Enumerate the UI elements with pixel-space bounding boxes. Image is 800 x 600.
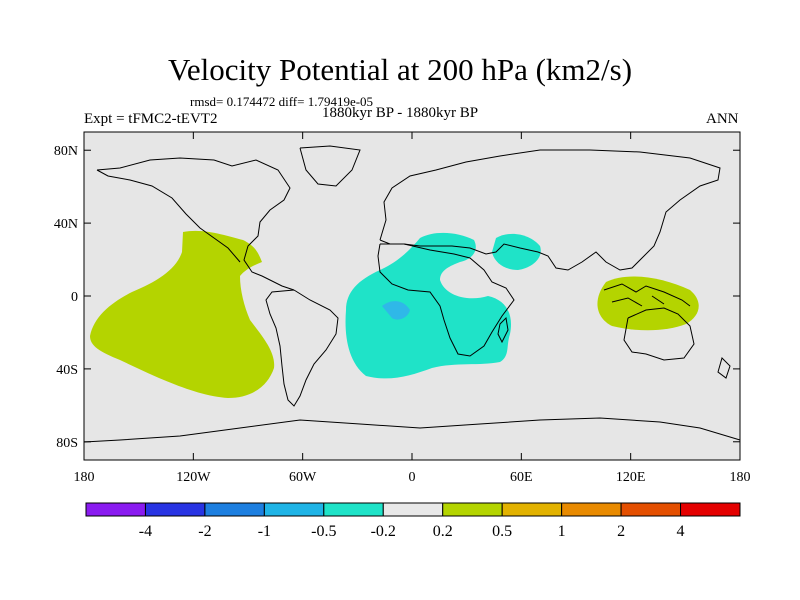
lon-label: 120W <box>176 470 211 485</box>
greenland-coast <box>299 145 361 187</box>
colorbar-swatch <box>382 502 444 517</box>
colorbar-swatch <box>680 502 741 517</box>
longitude-axis: 180 120W 60W 0 60E 120E 180 <box>74 132 751 485</box>
colorbar-swatch <box>501 502 563 517</box>
figure-title: Velocity Potential at 200 hPa (km2/s) <box>167 52 633 87</box>
coastlines <box>83 145 741 443</box>
arabia-negative <box>492 233 541 270</box>
madagascar-coast <box>497 316 509 344</box>
atlantic-africa-negative <box>345 232 512 379</box>
eurasia-coast <box>379 149 721 271</box>
lon-label: 120E <box>616 470 646 485</box>
lon-label: 60E <box>510 470 533 485</box>
period-label: 1880kyr BP - 1880kyr BP <box>322 105 479 121</box>
colorbar-swatch <box>204 502 265 517</box>
colorbar: -4 -2 -1 -0.5 -0.2 0.2 0.5 1 2 4 <box>85 502 741 540</box>
south-atlantic-core <box>382 301 410 320</box>
north-america-coast <box>96 157 295 291</box>
lat-label: 0 <box>71 290 78 305</box>
colorbar-label: -4 <box>139 523 152 540</box>
colorbar-swatch <box>620 502 682 517</box>
colorbar-swatch <box>323 502 384 517</box>
colorbar-swatch <box>85 502 146 517</box>
colorbar-label: -2 <box>198 523 211 540</box>
colorbar-label: -0.5 <box>311 523 336 540</box>
australia-coast <box>623 307 695 361</box>
lon-label: 0 <box>409 470 416 485</box>
colorbar-swatch <box>442 502 503 517</box>
new-zealand-coast <box>717 357 731 379</box>
colorbar-label: 0.5 <box>492 523 512 540</box>
maritime-continent-positive <box>597 276 699 331</box>
maritime-islands-coast <box>603 283 691 307</box>
latitude-axis: 80N 40N 0 40S 80S <box>54 144 740 451</box>
season-label: ANN <box>706 111 739 127</box>
lat-label: 40N <box>54 217 78 232</box>
lat-label: 40S <box>56 363 78 378</box>
colorbar-label: 0.2 <box>433 523 453 540</box>
colorbar-label: 2 <box>617 523 625 540</box>
colorbar-label: 1 <box>558 523 566 540</box>
south-america-coast <box>265 289 339 407</box>
colorbar-label: -1 <box>258 523 271 540</box>
colorbar-swatch <box>144 502 206 517</box>
lon-label: 60W <box>289 470 317 485</box>
antarctica-coast <box>83 417 741 443</box>
colorbar-swatch <box>561 502 622 517</box>
lon-label: 180 <box>74 470 95 485</box>
lat-label: 80N <box>54 144 78 159</box>
rmsd-diff-stats: rmsd= 0.174472 diff= 1.79419e-05 <box>190 94 374 109</box>
africa-coast <box>377 243 515 357</box>
colorbar-label: 4 <box>677 523 685 540</box>
colorbar-swatch <box>263 502 325 517</box>
lat-label: 80S <box>56 436 78 451</box>
east-pacific-positive <box>90 230 275 398</box>
lon-label: 180 <box>730 470 751 485</box>
experiment-label: Expt = tFMC2-tEVT2 <box>84 111 218 127</box>
colorbar-label: -0.2 <box>371 523 396 540</box>
